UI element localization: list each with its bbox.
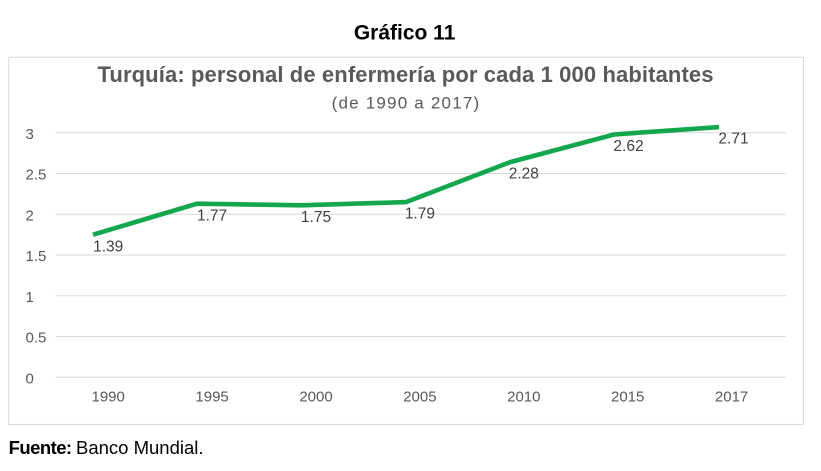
svg-text:1995: 1995 (195, 389, 228, 406)
svg-text:Fuente:: Fuente: (9, 437, 73, 458)
svg-text:2017: 2017 (715, 389, 748, 406)
svg-text:1: 1 (26, 289, 34, 306)
svg-text:1.39: 1.39 (93, 238, 123, 255)
svg-text:2.62: 2.62 (613, 138, 643, 155)
svg-text:1.77: 1.77 (197, 207, 227, 224)
svg-text:Gráfico 11: Gráfico 11 (354, 22, 456, 45)
svg-text:2.71: 2.71 (718, 131, 748, 148)
svg-text:2005: 2005 (403, 389, 436, 406)
svg-text:1.75: 1.75 (301, 209, 331, 226)
svg-text:1.5: 1.5 (26, 248, 47, 265)
svg-text:Banco Mundial.: Banco Mundial. (76, 437, 204, 458)
svg-text:3: 3 (26, 126, 34, 143)
svg-text:(de 1990 a 2017): (de 1990 a 2017) (332, 93, 480, 112)
svg-text:2015: 2015 (611, 389, 644, 406)
svg-text:2.28: 2.28 (509, 166, 539, 183)
svg-text:1990: 1990 (92, 389, 125, 406)
svg-text:2000: 2000 (299, 389, 332, 406)
svg-text:2.5: 2.5 (26, 167, 47, 184)
svg-text:Turquía: personal de enfermerí: Turquía: personal de enfermería por cada… (98, 62, 714, 87)
svg-text:0: 0 (26, 371, 34, 388)
svg-text:2: 2 (26, 207, 34, 224)
svg-text:2010: 2010 (507, 389, 540, 406)
svg-text:1.79: 1.79 (405, 206, 435, 223)
svg-text:0.5: 0.5 (26, 330, 47, 347)
